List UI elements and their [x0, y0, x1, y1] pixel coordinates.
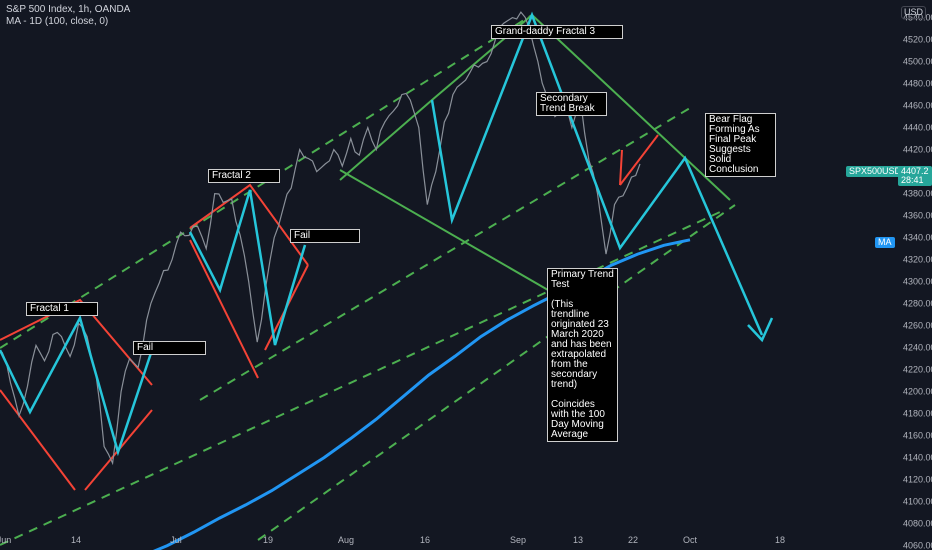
cyan-zigzag-3: [430, 11, 764, 336]
fractal1-left: [0, 298, 153, 386]
price-tick-11: 4280.00: [903, 299, 932, 309]
cyan-arrowhead: [747, 317, 774, 343]
bear-flag-label: Bear Flag Forming As Final Peak Suggests…: [705, 113, 776, 177]
price-tick-22: 4500.00: [903, 57, 932, 67]
upper-channel-line: [0, 14, 533, 349]
price-tick-3: 4120.00: [903, 475, 932, 485]
fractal3-flag-low: [619, 149, 623, 186]
price-tick-13: 4320.00: [903, 255, 932, 265]
price-candles: [1, 11, 641, 466]
fractal2-top: [189, 183, 309, 266]
price-tick-6: 4180.00: [903, 409, 932, 419]
price-tick-7: 4200.00: [903, 387, 932, 397]
fractal1-label: Fractal 1: [26, 302, 98, 316]
time-tick-7: 13: [573, 535, 583, 545]
primary-trend-label: Primary Trend Test (This trendline origi…: [547, 268, 618, 442]
price-tick-12: 4300.00: [903, 277, 932, 287]
price-tick-10: 4260.00: [903, 321, 932, 331]
price-value: 4407.2: [901, 166, 929, 176]
price-tick-21: 4480.00: [903, 79, 932, 89]
secondary-trend-line: [339, 13, 731, 201]
fractal2-bottom: [189, 239, 259, 379]
time-tick-1: 14: [71, 535, 81, 545]
price-tick-2: 4100.00: [903, 497, 932, 507]
cyan-zigzag-1: [0, 314, 154, 457]
time-tick-10: 18: [775, 535, 785, 545]
price-tick-4: 4140.00: [903, 453, 932, 463]
time-tick-4: Aug: [338, 535, 354, 545]
price-tick-24: 4540.00: [903, 13, 932, 23]
price-tag: 4407.2 28:41: [898, 166, 932, 186]
fail1-label: Fail: [133, 341, 206, 355]
time-tick-0: Jun: [0, 535, 11, 545]
ma-tag: MA: [875, 237, 895, 248]
time-axis: Jun 14 Jul 19 Aug 16 Sep 13 22 Oct 18: [0, 535, 785, 545]
price-axis: 4060.00 4080.00 4100.00 4120.00 4140.00 4160.…: [903, 13, 932, 550]
secondary-trend-label: Secondary Trend Break: [536, 92, 607, 116]
price-tick-23: 4520.00: [903, 35, 932, 45]
chart-title: S&P 500 Index, 1h, OANDA: [6, 4, 131, 15]
price-tick-0: 4060.00: [903, 541, 932, 550]
cyan-zigzag-2: [188, 189, 307, 346]
trend-channel-lines: [0, 13, 736, 546]
mid-lower-channel-line: [0, 211, 721, 546]
fractal-cyan-lines: [0, 11, 774, 457]
time-tick-5: 16: [420, 535, 430, 545]
price-tick-9: 4240.00: [903, 343, 932, 353]
fractal-red-lines: [0, 134, 659, 491]
price-tick-18: 4420.00: [903, 145, 932, 155]
fractal1-right: [0, 389, 76, 491]
symbol-tag: SPX500USD: [846, 166, 905, 177]
fractal2-label: Fractal 2: [208, 169, 280, 183]
price-tick-16: 4380.00: [903, 189, 932, 199]
price-tick-14: 4340.00: [903, 233, 932, 243]
price-tick-15: 4360.00: [903, 211, 932, 221]
time-tick-9: Oct: [683, 535, 698, 545]
fractal3-flag: [619, 134, 659, 186]
time-tick-2: Jul: [170, 535, 182, 545]
lower-channel-line: [257, 204, 736, 541]
fractal3-label: Grand-daddy Fractal 3: [491, 25, 623, 39]
price-tick-8: 4220.00: [903, 365, 932, 375]
fail2-label: Fail: [290, 229, 360, 243]
price-tick-19: 4440.00: [903, 123, 932, 133]
time-tick-6: Sep: [510, 535, 526, 545]
price-tick-20: 4460.00: [903, 101, 932, 111]
primary-trend-line: [339, 169, 549, 291]
price-tick-5: 4160.00: [903, 431, 932, 441]
price-countdown: 28:41: [901, 175, 924, 185]
time-tick-8: 22: [628, 535, 638, 545]
time-tick-3: 19: [263, 535, 273, 545]
indicator-label: MA - 1D (100, close, 0): [6, 16, 109, 27]
price-tick-1: 4080.00: [903, 519, 932, 529]
currency-button[interactable]: USD: [900, 6, 926, 19]
